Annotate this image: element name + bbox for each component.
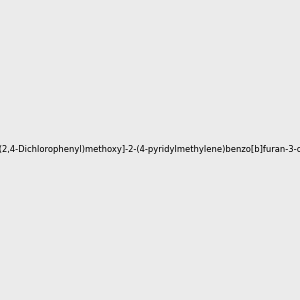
Text: 6-[(2,4-Dichlorophenyl)methoxy]-2-(4-pyridylmethylene)benzo[b]furan-3-one: 6-[(2,4-Dichlorophenyl)methoxy]-2-(4-pyr… xyxy=(0,146,300,154)
